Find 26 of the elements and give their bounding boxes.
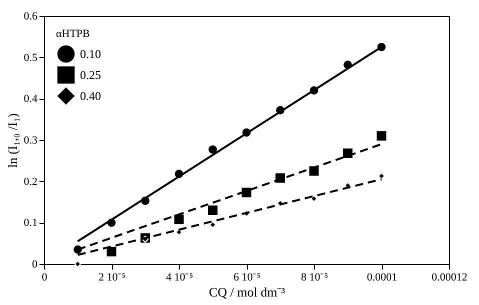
x-tick-label: 6 10⁻⁵ — [233, 272, 261, 284]
y-tick-label: 0.2 — [24, 176, 38, 188]
x-tick-label: 0 — [42, 272, 48, 284]
y-tick-label: 0.6 — [24, 10, 38, 22]
point — [378, 172, 385, 180]
point — [74, 260, 82, 268]
x-tick-label: 4 10⁻⁵ — [166, 272, 194, 284]
x-axis-title: CQ / mol dm⁻³ — [208, 284, 286, 300]
y-axis-title: ln (I₁,₀ /I₁) — [4, 113, 20, 168]
x-tick-label: 8 10⁻⁵ — [300, 272, 328, 284]
legend-label: 0.40 — [80, 89, 101, 103]
x-tick-label: 2 10⁻⁵ — [98, 272, 126, 284]
point — [106, 246, 116, 256]
x-tick-label: 0.00012 — [432, 272, 468, 284]
point — [208, 206, 218, 216]
y-tick-label: 0 — [32, 258, 38, 270]
point — [376, 131, 386, 141]
y-tick-label: 0.3 — [24, 134, 38, 146]
point — [208, 145, 217, 154]
legend-label: 0.25 — [80, 68, 101, 82]
legend-label: 0.10 — [80, 47, 101, 61]
y-tick-label: 0.4 — [24, 93, 38, 106]
y-tick-label: 0.1 — [24, 217, 38, 230]
x-tick-label: 0.0001 — [366, 272, 398, 284]
legend-title: αHTPB — [56, 28, 90, 40]
y-tick-label: 0.5 — [24, 52, 38, 64]
